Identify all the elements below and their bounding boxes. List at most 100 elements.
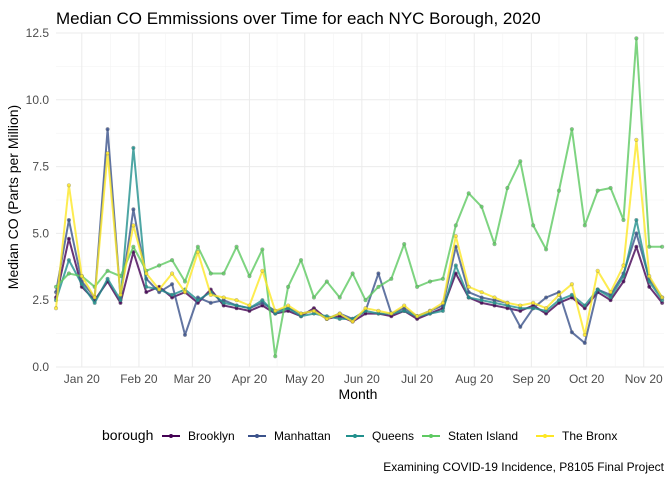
data-point-manhattan <box>105 127 110 132</box>
data-point-queens <box>234 303 239 308</box>
data-point-the-bronx <box>582 332 587 338</box>
data-point-the-bronx <box>556 292 562 297</box>
data-point-the-bronx <box>53 306 59 311</box>
x-tick-label: Aug 20 <box>455 372 493 386</box>
legend-title: borough <box>102 427 153 443</box>
legend: borough Brooklyn Manhattan Queens Staten Is… <box>102 427 617 443</box>
data-point-brooklyn <box>621 279 626 284</box>
data-point-staten-island <box>402 241 407 247</box>
data-point-staten-island <box>350 271 355 276</box>
data-point-staten-island <box>440 276 446 281</box>
legend-key-point-staten-island <box>429 434 433 438</box>
data-point-queens <box>144 284 149 289</box>
data-point-the-bronx <box>621 263 626 268</box>
data-point-staten-island <box>427 279 433 284</box>
series-line-staten-island <box>55 37 663 358</box>
data-point-queens <box>492 300 497 305</box>
data-point-staten-island <box>376 284 381 289</box>
data-point-staten-island <box>608 185 613 191</box>
data-point-queens <box>105 276 110 281</box>
data-point-staten-island <box>531 223 536 228</box>
y-tick-label: 7.5 <box>32 160 49 174</box>
data-point-the-bronx <box>208 292 213 297</box>
data-point-staten-island <box>518 159 523 164</box>
data-point-manhattan <box>569 330 574 335</box>
data-point-the-bronx <box>634 137 639 142</box>
data-point-queens <box>118 298 123 303</box>
data-point-staten-island <box>634 36 639 41</box>
data-point-staten-island <box>324 279 329 284</box>
data-point-queens <box>169 292 175 297</box>
data-point-queens <box>569 292 574 297</box>
data-point-queens <box>621 274 626 279</box>
data-point-queens <box>608 295 613 300</box>
data-point-the-bronx <box>247 303 252 308</box>
data-point-staten-island <box>363 298 368 303</box>
data-point-staten-island <box>660 244 665 249</box>
data-point-the-bronx <box>479 290 484 295</box>
data-point-the-bronx <box>402 303 407 308</box>
data-point-the-bronx <box>195 250 200 255</box>
x-tick-label: Feb 20 <box>120 372 158 386</box>
data-point-queens <box>337 316 342 322</box>
data-point-staten-island <box>582 223 587 228</box>
data-point-the-bronx <box>543 306 549 311</box>
data-point-staten-island <box>247 274 252 279</box>
data-point-the-bronx <box>260 268 265 273</box>
data-point-the-bronx <box>221 295 226 300</box>
data-point-manhattan <box>169 282 175 287</box>
data-point-brooklyn <box>634 244 639 249</box>
data-point-queens <box>453 263 458 268</box>
data-point-staten-island <box>298 258 304 263</box>
data-point-manhattan <box>634 231 639 236</box>
y-tick-label: 12.5 <box>26 26 50 40</box>
data-point-queens <box>595 287 600 292</box>
data-point-the-bronx <box>518 303 523 308</box>
x-tick-label: Jul 20 <box>401 372 433 386</box>
legend-key-point-manhattan <box>255 434 259 438</box>
data-point-the-bronx <box>66 183 71 188</box>
data-point-queens <box>466 295 471 300</box>
data-point-manhattan <box>208 300 213 305</box>
y-tick-label: 10.0 <box>26 93 50 107</box>
data-point-the-bronx <box>324 316 329 322</box>
data-point-queens <box>92 300 97 305</box>
data-point-staten-island <box>647 244 652 249</box>
x-tick-label: Oct 20 <box>569 372 605 386</box>
data-point-queens <box>66 258 71 263</box>
data-point-staten-island <box>182 279 188 284</box>
data-point-staten-island <box>311 295 317 300</box>
data-point-staten-island <box>273 354 278 359</box>
data-point-the-bronx <box>660 295 665 300</box>
series-line-manhattan <box>55 128 664 344</box>
y-tick-label: 0.0 <box>32 360 49 374</box>
data-point-the-bronx <box>298 311 304 316</box>
data-point-brooklyn <box>647 284 652 289</box>
data-point-queens <box>260 298 265 303</box>
data-point-the-bronx <box>92 295 97 300</box>
data-point-queens <box>131 145 136 150</box>
data-point-the-bronx <box>273 308 278 313</box>
data-point-the-bronx <box>157 287 162 292</box>
data-point-staten-island <box>556 188 562 193</box>
data-point-the-bronx <box>286 303 291 308</box>
x-tick-label: Nov 20 <box>625 372 663 386</box>
legend-label-staten-island: Staten Island <box>448 429 518 443</box>
data-point-staten-island <box>569 127 574 132</box>
data-point-staten-island <box>543 247 549 252</box>
data-point-the-bronx <box>337 311 342 316</box>
data-point-the-bronx <box>234 298 239 303</box>
data-point-the-bronx <box>440 300 446 305</box>
data-point-the-bronx <box>105 151 110 156</box>
data-point-manhattan <box>376 271 381 276</box>
legend-key-point-brooklyn <box>169 434 173 438</box>
series-the-bronx <box>53 137 665 338</box>
data-point-the-bronx <box>363 306 368 311</box>
series-line-the-bronx <box>55 138 664 336</box>
legend-label-the-bronx: The Bronx <box>562 429 617 443</box>
data-point-staten-island <box>337 295 342 300</box>
x-axis: Jan 20 Feb 20 Mar 20 Apr 20 May 20 Jun 20 Jul … <box>64 372 663 386</box>
data-point-the-bronx <box>118 292 123 297</box>
x-tick-label: Mar 20 <box>174 372 212 386</box>
data-point-the-bronx <box>376 308 381 313</box>
